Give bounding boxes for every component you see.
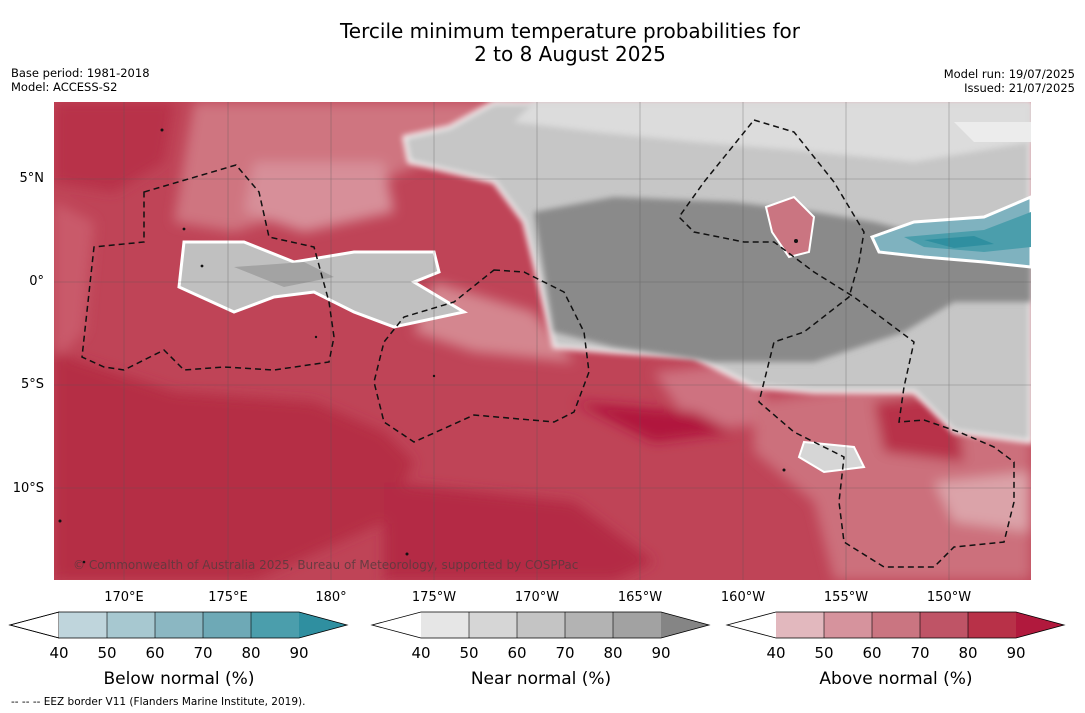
cbar2-tick: 80 — [603, 644, 623, 662]
issue-info: Model run: 19/07/2025 Issued: 21/07/2025 — [944, 67, 1075, 95]
cbar3-tick: 40 — [766, 644, 786, 662]
cbar1-tick: 60 — [145, 644, 165, 662]
graticule — [54, 102, 1031, 580]
lon-label-165w: 165°W — [617, 590, 663, 605]
cbar3-tick: 80 — [958, 644, 978, 662]
lat-label-5s: 5°S — [20, 377, 44, 392]
colorbar-below-normal — [8, 611, 349, 639]
lon-label-150w: 150°W — [926, 590, 972, 605]
cbar3-tick: 70 — [910, 644, 930, 662]
colorbars — [8, 611, 1066, 639]
lat-label-0: 0° — [29, 274, 44, 289]
cbar2-tick: 60 — [507, 644, 527, 662]
below-normal-region — [869, 195, 1031, 269]
near-normal-label: Near normal (%) — [470, 669, 612, 689]
cbar1-tick: 90 — [289, 644, 309, 662]
map-title: Tercile minimum temperature probabilitie… — [339, 19, 801, 66]
cbar3-tick: 90 — [1006, 644, 1026, 662]
above-normal-label: Above normal (%) — [819, 669, 973, 689]
lon-label-160w: 160°W — [720, 590, 766, 605]
issued-date: Issued: 21/07/2025 — [964, 81, 1075, 95]
lon-label-155w: 155°W — [823, 590, 869, 605]
cbar2-tick: 40 — [411, 644, 431, 662]
colorbar-near-normal — [370, 611, 711, 639]
model-info: Base period: 1981-2018 Model: ACCESS-S2 — [11, 66, 150, 94]
cbar1-tick: 80 — [241, 644, 261, 662]
cbar2-tick: 50 — [459, 644, 479, 662]
lon-label-180: 180° — [315, 590, 347, 605]
base-period: Base period: 1981-2018 — [11, 66, 150, 80]
lon-label-170e: 170°E — [104, 590, 144, 605]
cbar3-tick: 50 — [814, 644, 834, 662]
lat-label-5n: 5°N — [19, 171, 45, 186]
cbar1-tick: 50 — [97, 644, 117, 662]
cbar1-tick: 70 — [193, 644, 213, 662]
probability-map — [54, 102, 1031, 580]
cbar2-tick: 90 — [651, 644, 671, 662]
above-normal-pocket — [764, 195, 816, 259]
lon-label-175e: 175°E — [208, 590, 248, 605]
colorbar-above-normal — [725, 611, 1066, 639]
map-svg — [54, 102, 1031, 580]
near-normal-patch — [797, 440, 866, 474]
cbar3-tick: 60 — [862, 644, 882, 662]
copyright-notice: © Commonwealth of Australia 2025, Bureau… — [73, 558, 579, 572]
eez-footnote: -- -- -- EEZ border V11 (Flanders Marine… — [11, 696, 306, 708]
model-run-date: Model run: 19/07/2025 — [943, 67, 1075, 81]
cbar1-tick: 40 — [49, 644, 69, 662]
lon-label-170w: 170°W — [514, 590, 560, 605]
model-name: Model: ACCESS-S2 — [11, 80, 118, 94]
cbar2-tick: 70 — [555, 644, 575, 662]
below-normal-label: Below normal (%) — [103, 669, 255, 689]
eez-borders — [81, 119, 1015, 568]
lon-label-175w: 175°W — [411, 590, 457, 605]
islands — [58, 128, 798, 564]
lat-label-10s: 10°S — [12, 481, 44, 496]
